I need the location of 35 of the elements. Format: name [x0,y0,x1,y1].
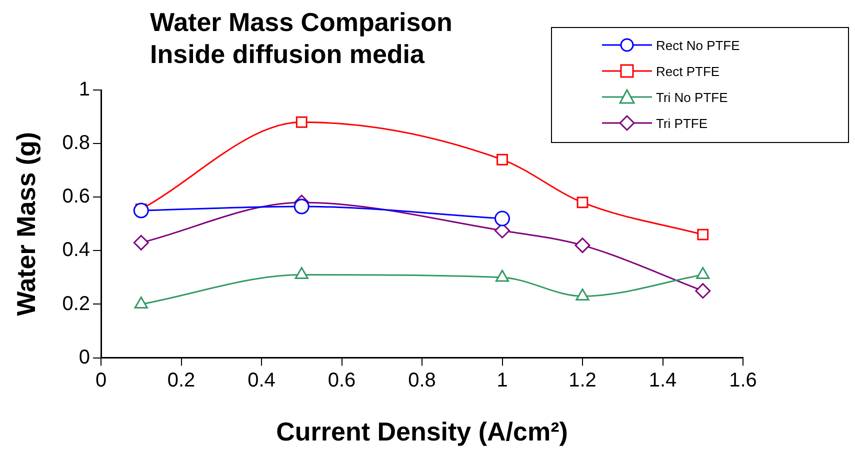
point [294,198,310,214]
y-tick-label: 1 [78,78,90,101]
point [576,288,590,300]
legend-label: Tri PTFE [656,116,708,130]
point [696,267,710,280]
point [133,202,149,218]
x-tick-label: 1.4 [648,369,677,392]
x-tick-label: 0 [95,369,107,392]
point [495,270,510,282]
x-axis-title: Current Density (A/cm²) [276,416,568,447]
x-tick-label: 0.8 [408,369,436,392]
legend-label: Tri No PTFE [656,90,728,104]
y-tick-label: 0 [78,346,90,368]
legend-label: Rect No PTFE [656,38,740,52]
point [496,154,508,166]
x-tick-label: 0.2 [167,369,196,392]
y-axis-title: Water Mass (g) [10,132,41,316]
y-tick-label: 0.8 [62,132,90,154]
x-tick-label: 0.4 [248,369,276,392]
y-tick-label: 0.2 [62,292,90,315]
x-tick-label: 1.6 [729,369,757,392]
point [294,267,308,280]
point [574,238,590,254]
point [133,234,149,250]
x-tick-label: 1.2 [568,369,596,392]
point [134,296,148,308]
y-tick-label: 0.4 [62,239,90,262]
legend-label: Rect PTFE [656,64,720,78]
chart-title: Water Mass Comparison Inside diffusion media [150,6,454,70]
x-tick-label: 0.6 [328,369,356,392]
point [494,210,510,226]
point [576,196,588,208]
x-tick-label: 1 [496,369,508,392]
point [697,228,709,240]
y-tick-label: 0.6 [62,186,90,208]
